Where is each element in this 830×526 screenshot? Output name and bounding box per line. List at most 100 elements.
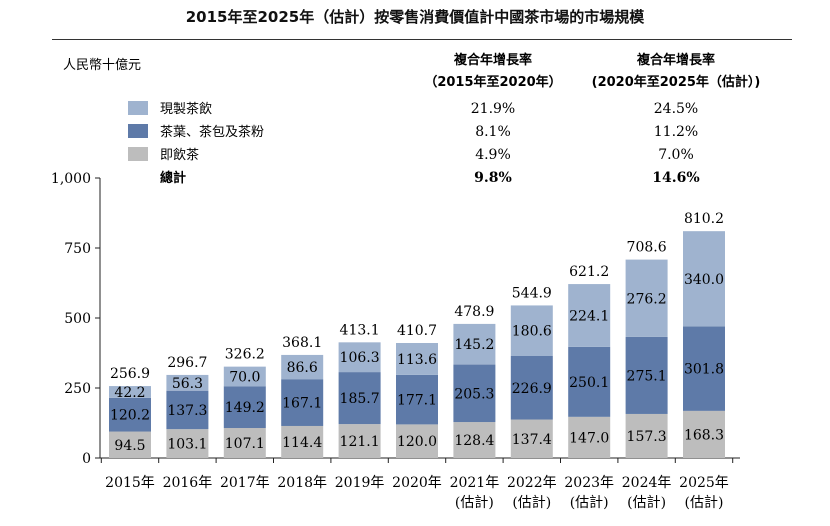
legend-row-tea-leaves: 茶葉、茶包及茶粉 8.1% 11.2% [128, 124, 698, 140]
segment-value-label: 180.6 [512, 324, 552, 340]
bar-total-label: 621.2 [569, 264, 609, 280]
bar-segment [683, 231, 725, 327]
legend-row-rtd-tea: 即飲茶 4.9% 7.0% [128, 147, 694, 163]
x-tick-label: 2024年 [622, 475, 672, 491]
segment-value-label: 147.0 [569, 430, 609, 446]
bar-segment [568, 346, 611, 417]
legend-label-tea-leaves: 茶葉、茶包及茶粉 [160, 124, 264, 140]
bar-segment [109, 397, 151, 432]
bar-segment [281, 354, 324, 380]
bar-total-label: 296.7 [167, 355, 207, 371]
cagr1-tea-leaves: 8.1% [475, 124, 511, 140]
legend-label-total: 總計 [160, 170, 186, 186]
bar-segment [223, 366, 266, 387]
bar-total-label: 256.9 [110, 366, 150, 382]
bar-segment [338, 372, 381, 425]
bar-segment [166, 374, 209, 391]
bar-segment [625, 259, 668, 337]
bar-total-label: 810.2 [684, 211, 724, 227]
y-tick-label: 1,000 [51, 171, 91, 187]
segment-value-label: 205.3 [454, 386, 494, 402]
segment-value-label: 121.1 [340, 434, 380, 450]
segment-value-label: 70.0 [229, 369, 260, 385]
bar-segment [625, 413, 668, 458]
bar-segment [223, 428, 266, 458]
y-tick-label: 250 [64, 381, 91, 397]
bar-segment [453, 364, 496, 423]
cagr-header-2-line2: (2020年至2025年（估計）) [592, 74, 761, 90]
segment-value-label: 157.3 [627, 429, 667, 445]
x-tick-label: 2018年 [277, 475, 327, 491]
title-divider [52, 39, 792, 40]
cagr2-total: 14.6% [652, 170, 699, 186]
segment-value-label: 177.1 [397, 393, 437, 409]
cagr2-ready-made-tea: 24.5% [654, 101, 698, 117]
bar-segment [338, 342, 381, 373]
segment-value-label: 114.4 [282, 435, 322, 451]
unit-label: 人民幣十億元 [63, 57, 141, 73]
bar-segment [396, 424, 438, 458]
legend-row-ready-made-tea: 現製茶飲 21.9% 24.5% [128, 101, 698, 117]
segment-value-label: 106.3 [340, 350, 380, 366]
x-tick-sublabel: (估計) [570, 495, 609, 511]
segment-value-label: 94.5 [114, 438, 145, 454]
bar-segment [568, 284, 611, 347]
segment-value-label: 168.3 [684, 427, 724, 443]
bar-segment [396, 343, 438, 375]
segment-value-label: 149.2 [225, 400, 265, 416]
bar-segment [281, 425, 324, 458]
y-tick-label: 500 [64, 311, 91, 327]
bar-total-label: 478.9 [454, 304, 494, 320]
x-tick-label: 2017年 [220, 475, 270, 491]
legend-label-ready-made-tea: 現製茶飲 [160, 101, 212, 117]
bar-total-label: 326.2 [225, 347, 265, 363]
bar-segment [625, 336, 668, 414]
segment-value-label: 137.4 [512, 432, 552, 448]
bar-segment [453, 422, 496, 458]
bar-segment [166, 390, 209, 430]
cagr2-tea-leaves: 11.2% [654, 124, 698, 140]
legend-swatch-rtd-tea [128, 147, 148, 161]
cagr-header-2-line1: 複合年增長率 [636, 52, 715, 68]
segment-value-label: 120.0 [397, 434, 437, 450]
segment-value-label: 120.2 [110, 408, 150, 424]
segment-value-label: 56.3 [172, 376, 203, 392]
bar-total-label: 708.6 [627, 240, 667, 256]
x-tick-sublabel: (估計) [627, 495, 666, 511]
cagr-header-1-line2: （2015年至2020年） [424, 74, 561, 90]
segment-value-label: 145.2 [454, 337, 494, 353]
segment-value-label: 86.6 [287, 360, 318, 376]
segment-value-label: 107.1 [225, 436, 265, 452]
segment-value-label: 275.1 [627, 368, 667, 384]
x-tick-label: 2023年 [564, 475, 614, 491]
x-tick-label: 2016年 [163, 475, 213, 491]
bar-total-label: 413.1 [340, 322, 380, 338]
y-axis: 0 250 500 750 1,000 [51, 171, 100, 467]
segment-value-label: 250.1 [569, 375, 609, 391]
bar-segment [338, 424, 381, 458]
legend-label-rtd-tea: 即飲茶 [160, 147, 199, 163]
y-tick-label: 0 [82, 451, 91, 467]
x-tick-label: 2021年 [450, 475, 500, 491]
bar-segment [510, 355, 553, 420]
y-tick-label: 750 [64, 241, 91, 257]
bar-segment [166, 429, 209, 458]
x-axis: 2015年 2016年 2017年 2018年 2019年 2020年 2021年 (估計) 2… [100, 458, 734, 511]
segment-value-label: 226.9 [512, 381, 552, 397]
bar-segment [510, 305, 553, 356]
x-tick-sublabel: (估計) [455, 495, 494, 511]
bar-segment [683, 410, 725, 458]
bar-segment [510, 419, 553, 458]
segment-value-label: 137.3 [167, 403, 207, 419]
cagr-header-1-line1: 複合年增長率 [453, 52, 532, 68]
segment-value-label: 224.1 [569, 308, 609, 324]
chart-title: 2015年至2025年（估計）按零售消費價值計中國茶市場的市場規模 [185, 8, 645, 26]
bar-segment [281, 379, 324, 426]
legend-swatch-tea-leaves [128, 124, 148, 138]
bar-total-label: 410.7 [397, 323, 437, 339]
x-tick-label: 2025年 [679, 475, 729, 491]
bars: 94.5 120.2 42.2 256.9 103.1 137.3 56.3 296.7 107… [109, 211, 725, 458]
bar-segment [683, 326, 725, 411]
cagr1-ready-made-tea: 21.9% [471, 101, 515, 117]
